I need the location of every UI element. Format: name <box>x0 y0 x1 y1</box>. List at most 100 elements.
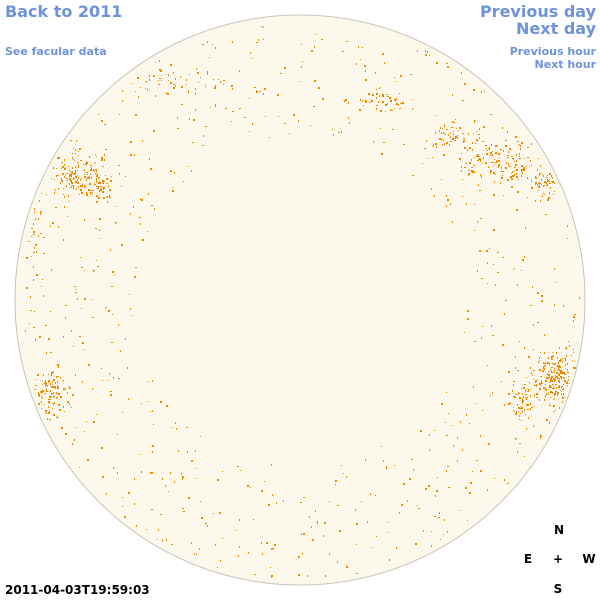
feature-speck <box>146 529 147 530</box>
feature-speck <box>110 391 112 392</box>
feature-speck <box>515 413 517 415</box>
feature-speck <box>479 250 481 252</box>
feature-speck <box>559 382 560 383</box>
feature-speck <box>563 377 564 378</box>
see-facular-data-link[interactable]: See facular data <box>5 45 107 58</box>
compass-center-plus-icon: + <box>552 552 564 566</box>
feature-speck <box>549 385 551 386</box>
feature-speck <box>101 368 102 369</box>
feature-speck <box>75 170 76 172</box>
feature-speck <box>541 385 542 386</box>
feature-speck <box>527 197 528 198</box>
feature-speck <box>103 182 104 183</box>
feature-speck <box>346 566 348 568</box>
feature-speck <box>557 372 558 374</box>
feature-speck <box>466 203 467 205</box>
feature-speck <box>548 197 550 199</box>
feature-speck <box>213 513 214 514</box>
feature-speck <box>535 177 537 179</box>
feature-speck <box>394 465 395 466</box>
feature-speck <box>548 389 549 390</box>
feature-speck <box>453 131 454 132</box>
feature-speck <box>439 512 440 514</box>
feature-speck <box>522 411 523 413</box>
feature-speck <box>129 294 130 295</box>
feature-speck <box>239 546 240 548</box>
feature-speck <box>57 376 59 377</box>
feature-speck <box>528 356 530 358</box>
next-hour-link[interactable]: Next hour <box>534 58 597 71</box>
feature-speck <box>502 257 504 258</box>
feature-speck <box>51 396 52 397</box>
feature-speck <box>321 39 323 40</box>
feature-speck <box>534 385 536 386</box>
feature-speck <box>75 166 76 168</box>
feature-speck <box>278 116 279 117</box>
feature-speck <box>539 184 540 185</box>
feature-speck <box>555 391 556 392</box>
feature-speck <box>440 127 441 129</box>
feature-speck <box>48 412 50 414</box>
feature-speck <box>468 170 470 171</box>
feature-speck <box>180 76 181 78</box>
feature-speck <box>431 531 432 532</box>
previous-hour-link[interactable]: Previous hour <box>509 45 596 58</box>
feature-speck <box>182 476 184 478</box>
feature-speck <box>86 172 87 173</box>
back-to-year-link[interactable]: Back to 2011 <box>5 2 123 21</box>
feature-speck <box>91 190 92 191</box>
feature-speck <box>420 430 422 432</box>
feature-speck <box>540 352 541 353</box>
feature-speck <box>167 93 169 95</box>
feature-speck <box>543 387 545 389</box>
feature-speck <box>337 561 338 563</box>
feature-speck <box>73 159 74 160</box>
feature-speck <box>261 26 263 27</box>
feature-speck <box>553 364 555 365</box>
feature-speck <box>381 446 382 447</box>
feature-speck <box>62 380 64 381</box>
feature-speck <box>28 241 30 242</box>
feature-speck <box>72 153 73 154</box>
feature-speck <box>516 438 517 439</box>
feature-speck <box>303 497 305 498</box>
feature-speck <box>519 153 520 155</box>
feature-speck <box>48 338 50 340</box>
feature-speck <box>535 381 536 383</box>
feature-speck <box>543 193 544 194</box>
feature-speck <box>387 532 388 533</box>
feature-speck <box>514 161 515 162</box>
feature-speck <box>425 54 427 56</box>
magnetic-features <box>25 26 580 578</box>
feature-speck <box>555 380 556 381</box>
previous-day-link[interactable]: Previous day <box>479 2 596 21</box>
feature-speck <box>519 156 520 157</box>
feature-speck <box>98 182 100 184</box>
feature-speck <box>101 447 103 449</box>
feature-speck <box>544 334 545 336</box>
feature-speck <box>500 182 501 184</box>
feature-speck <box>205 126 207 127</box>
feature-speck <box>135 267 137 268</box>
feature-speck <box>115 222 116 224</box>
feature-speck <box>510 176 512 178</box>
feature-speck <box>554 371 555 373</box>
feature-speck <box>109 195 110 197</box>
feature-speck <box>264 481 265 482</box>
feature-speck <box>520 149 521 150</box>
feature-speck <box>502 171 504 172</box>
feature-speck <box>159 78 161 79</box>
feature-speck <box>138 96 139 98</box>
feature-speck <box>376 89 377 90</box>
feature-speck <box>507 157 509 158</box>
feature-speck <box>188 166 189 167</box>
feature-speck <box>446 129 448 130</box>
feature-speck <box>203 135 204 137</box>
feature-speck <box>205 523 207 524</box>
feature-speck <box>135 91 136 92</box>
feature-speck <box>79 467 80 468</box>
feature-speck <box>478 156 480 157</box>
feature-speck <box>485 145 487 146</box>
next-day-link[interactable]: Next day <box>516 19 596 38</box>
